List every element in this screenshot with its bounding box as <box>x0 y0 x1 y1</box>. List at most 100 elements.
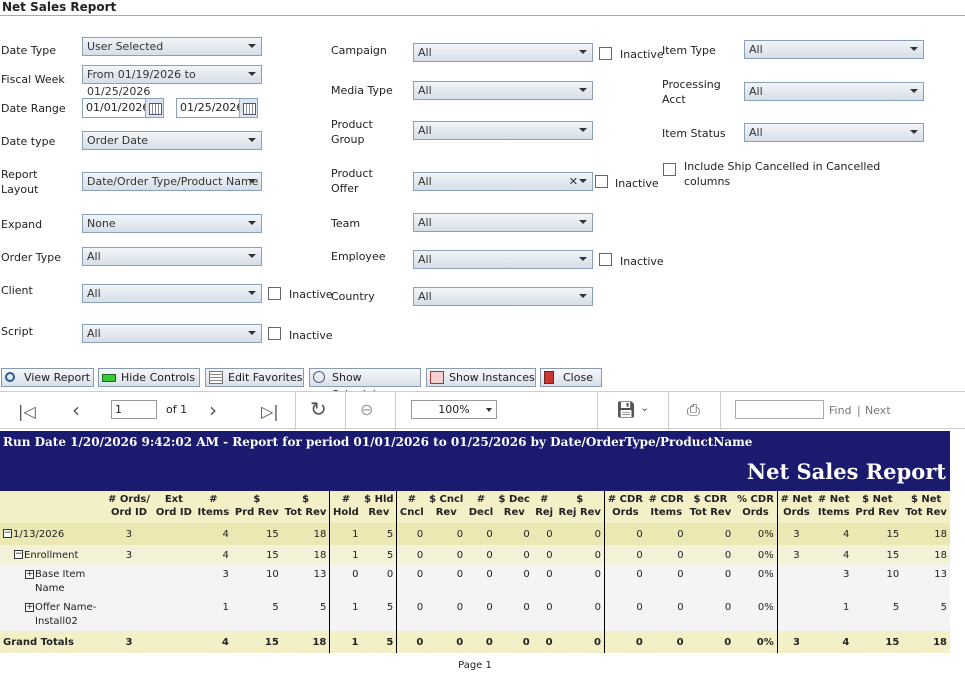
column-header: $ Net Prd Rev <box>852 491 903 523</box>
processing-acct-dropdown[interactable]: All <box>744 82 924 101</box>
country-dropdown[interactable]: All <box>413 287 593 306</box>
campaign-inactive-checkbox[interactable] <box>599 47 612 60</box>
table-cell <box>152 631 195 653</box>
calendar-icon[interactable] <box>239 99 257 117</box>
view-report-button[interactable]: View Report <box>1 368 94 387</box>
table-row: +Base Item Name 3 10 13 0 0 0 0 0 0 0 0 0 0 0 0% 3 10 13 <box>0 565 950 598</box>
table-cell: 0 <box>426 565 467 598</box>
table-cell: 4 <box>194 523 232 545</box>
refresh-icon[interactable]: ↻ <box>310 397 327 421</box>
date-type2-dropdown[interactable]: Order Date <box>82 131 262 150</box>
expand-dropdown[interactable]: None <box>82 214 262 233</box>
client-inactive-checkbox[interactable] <box>268 287 281 300</box>
table-cell: 1 <box>329 523 362 545</box>
find-link[interactable]: Find <box>829 404 852 417</box>
print-icon[interactable]: ⎙ <box>687 400 700 419</box>
page-number-input[interactable]: 1 <box>111 400 157 419</box>
table-cell: 0 <box>466 598 496 631</box>
report-layout-dropdown[interactable]: Date/Order Type/Product Name <box>82 172 262 191</box>
table-cell: 0 <box>603 565 646 598</box>
employee-dropdown[interactable]: All <box>413 250 593 269</box>
column-header: $ Prd Rev <box>231 491 282 523</box>
fiscal-week-dropdown[interactable]: From 01/19/2026 to 01/25/2026 <box>82 65 262 98</box>
chevron-down-icon[interactable]: ⌄ <box>640 401 650 414</box>
row-label: −1/13/2026 <box>0 523 105 545</box>
table-cell: 0 <box>686 598 735 631</box>
back-icon[interactable]: ⊖ <box>360 400 374 419</box>
edit-favorites-button[interactable]: Edit Favorites <box>205 368 304 387</box>
next-link[interactable]: Next <box>865 404 891 417</box>
last-page-icon[interactable]: ▷| <box>261 402 279 421</box>
item-status-dropdown[interactable]: All <box>744 123 924 142</box>
row-label: +Base Item Name <box>0 565 105 598</box>
table-cell: 18 <box>281 631 330 653</box>
date-to-field[interactable]: 01/25/2026 <box>176 98 258 118</box>
script-label: Script <box>1 325 33 338</box>
table-cell: 3 <box>776 631 816 653</box>
campaign-dropdown[interactable]: All <box>413 43 593 62</box>
clear-icon[interactable]: ✕ <box>568 175 578 188</box>
employee-inactive-checkbox[interactable] <box>599 253 612 266</box>
table-cell: 3 <box>194 565 232 598</box>
table-cell: 0% <box>734 565 778 598</box>
collapse-icon[interactable]: − <box>14 549 23 559</box>
expand-icon[interactable]: + <box>25 568 34 579</box>
table-cell: 0 <box>495 545 533 565</box>
next-separator: | <box>857 404 861 417</box>
product-offer-dropdown[interactable]: All ✕ <box>413 172 593 191</box>
table-cell: 0 <box>686 523 735 545</box>
table-cell <box>105 598 153 631</box>
product-group-dropdown[interactable]: All <box>413 121 593 140</box>
table-cell: 0% <box>734 598 778 631</box>
table-cell: 4 <box>194 631 232 653</box>
item-status-label: Item Status <box>662 127 726 140</box>
campaign-label: Campaign <box>331 44 387 57</box>
table-cell: 0 <box>329 565 362 598</box>
expand-icon[interactable]: + <box>25 601 34 612</box>
hide-controls-button[interactable]: Hide Controls <box>98 368 200 387</box>
table-cell: 0 <box>396 631 427 653</box>
item-type-dropdown[interactable]: All <box>744 40 924 59</box>
include-ship-cancelled-checkbox[interactable] <box>663 163 676 176</box>
column-header: $ CDR Tot Rev <box>686 491 735 523</box>
date-type-dropdown[interactable]: User Selected <box>82 37 262 56</box>
date-type-label: Date Type <box>1 44 57 57</box>
first-page-icon[interactable]: |◁ <box>18 402 36 421</box>
column-header: $ Hld Rev <box>361 491 397 523</box>
table-cell: 0 <box>495 631 533 653</box>
table-cell <box>152 565 195 598</box>
calendar-icon[interactable] <box>145 99 163 117</box>
run-date-line: Run Date 1/20/2026 9:42:02 AM - Report f… <box>3 435 753 449</box>
close-button[interactable]: Close <box>540 368 602 387</box>
collapse-icon[interactable]: − <box>3 528 12 538</box>
product-offer-inactive-checkbox[interactable] <box>595 175 608 188</box>
show-instances-button[interactable]: Show Instances <box>426 368 536 387</box>
find-input[interactable] <box>735 400 824 419</box>
column-header: $ Cncl Rev <box>426 491 467 523</box>
client-label: Client <box>1 284 33 297</box>
table-cell: 0 <box>555 598 605 631</box>
column-header: Ext Ord ID <box>152 491 195 523</box>
table-cell: 13 <box>902 565 950 598</box>
table-cell: 4 <box>815 631 853 653</box>
zoom-select[interactable]: 100% <box>411 400 497 419</box>
team-dropdown[interactable]: All <box>413 213 593 232</box>
product-offer-inactive-label: Inactive <box>615 177 659 190</box>
table-cell: 1 <box>815 598 853 631</box>
save-icon[interactable]: 💾︎ <box>616 400 637 419</box>
table-cell: 0% <box>734 631 778 653</box>
order-type-dropdown[interactable]: All <box>82 247 262 266</box>
next-page-icon[interactable]: › <box>209 398 217 422</box>
date-from-field[interactable]: 01/01/2026 <box>82 98 164 118</box>
column-header: $ Tot Rev <box>281 491 330 523</box>
table-cell: 1 <box>329 598 362 631</box>
expand-label: Expand <box>1 218 43 231</box>
client-dropdown[interactable]: All <box>82 284 262 303</box>
previous-page-icon[interactable]: ‹ <box>72 398 80 422</box>
column-header: # Cncl <box>396 491 427 523</box>
script-dropdown[interactable]: All <box>82 324 262 343</box>
table-cell: 15 <box>231 631 282 653</box>
script-inactive-checkbox[interactable] <box>268 327 281 340</box>
media-type-dropdown[interactable]: All <box>413 81 593 100</box>
show-schedules-button[interactable]: Show Schedules <box>309 368 421 401</box>
